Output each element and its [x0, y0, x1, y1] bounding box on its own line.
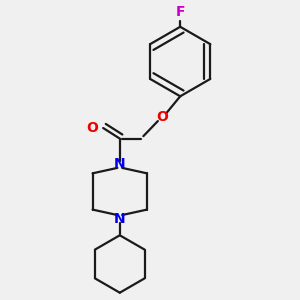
Text: N: N — [114, 212, 126, 226]
Text: O: O — [86, 121, 98, 135]
Text: N: N — [114, 157, 126, 171]
Text: O: O — [156, 110, 168, 124]
Text: F: F — [176, 5, 185, 19]
